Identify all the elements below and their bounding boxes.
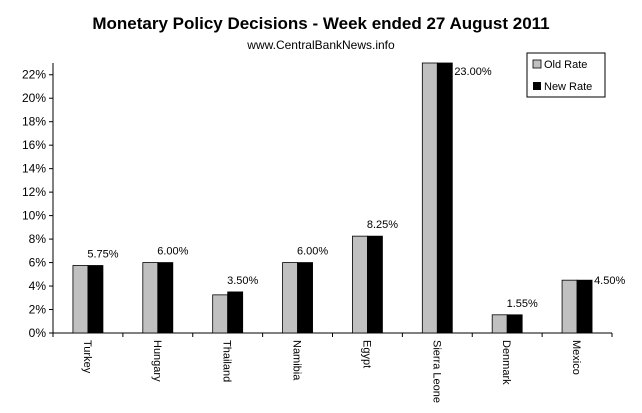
bar-new-rate-thailand (227, 291, 244, 334)
x-tick-label: Thailand (221, 340, 233, 382)
chart-subtitle: www.CentralBankNews.info (246, 38, 395, 52)
data-label: 6.00% (157, 246, 188, 258)
x-tick-label: Mexico (570, 340, 582, 375)
legend-swatch-new-rate (533, 82, 541, 90)
y-tick-label: 22% (22, 68, 46, 82)
bar-old-rate-turkey (72, 265, 89, 334)
data-label: 3.50% (227, 275, 258, 287)
bar-old-rate-hungary (142, 262, 159, 334)
y-tick-label: 2% (29, 303, 47, 317)
y-tick-label: 0% (29, 326, 47, 340)
x-tick-label: Denmark (500, 340, 512, 385)
y-tick-label: 6% (29, 256, 47, 270)
bar-new-rate-sierra-leone (436, 62, 453, 334)
bar-old-rate-namibia (282, 262, 298, 334)
data-label: 8.25% (367, 219, 398, 231)
bar-new-rate-egypt (367, 235, 383, 334)
data-label: 5.75% (87, 249, 118, 261)
bar-old-rate-thailand (212, 294, 229, 334)
legend-label-old-rate: Old Rate (544, 59, 587, 71)
bar-new-rate-hungary (157, 262, 174, 334)
bar-new-rate-denmark (506, 314, 523, 334)
x-tick-label: Sierra Leone (430, 340, 442, 403)
y-tick-label: 10% (22, 209, 46, 223)
bar-old-rate-denmark (491, 314, 508, 334)
legend: Old Rate New Rate (526, 52, 606, 98)
data-label: 6.00% (297, 246, 328, 258)
x-tick-label: Namibia (291, 340, 303, 381)
data-label: 4.50% (594, 275, 625, 287)
y-tick-label: 8% (29, 232, 47, 246)
chart-title: Monetary Policy Decisions - Week ended 2… (92, 14, 549, 33)
x-tick-label: Egypt (360, 340, 372, 368)
data-label: 23.00% (454, 66, 492, 78)
y-tick-label: 20% (22, 91, 46, 105)
x-tick-label: Turkey (81, 340, 93, 374)
y-tick-label: 16% (22, 138, 46, 152)
y-tick-label: 18% (22, 115, 46, 129)
y-tick-label: 14% (22, 162, 46, 176)
legend-label-new-rate: New Rate (544, 81, 592, 93)
bar-new-rate-turkey (87, 265, 104, 334)
data-label: 1.55% (507, 298, 538, 310)
bar-old-rate-egypt (352, 235, 368, 334)
y-tick-label: 4% (29, 279, 47, 293)
y-tick-label: 12% (22, 185, 46, 199)
bar-new-rate-namibia (297, 262, 313, 334)
x-tick-label: Hungary (151, 340, 163, 382)
bar-old-rate-mexico (561, 279, 578, 334)
bar-old-rate-sierra-leone (421, 62, 438, 334)
legend-swatch-old-rate (532, 59, 542, 69)
bar-new-rate-mexico (576, 279, 593, 334)
